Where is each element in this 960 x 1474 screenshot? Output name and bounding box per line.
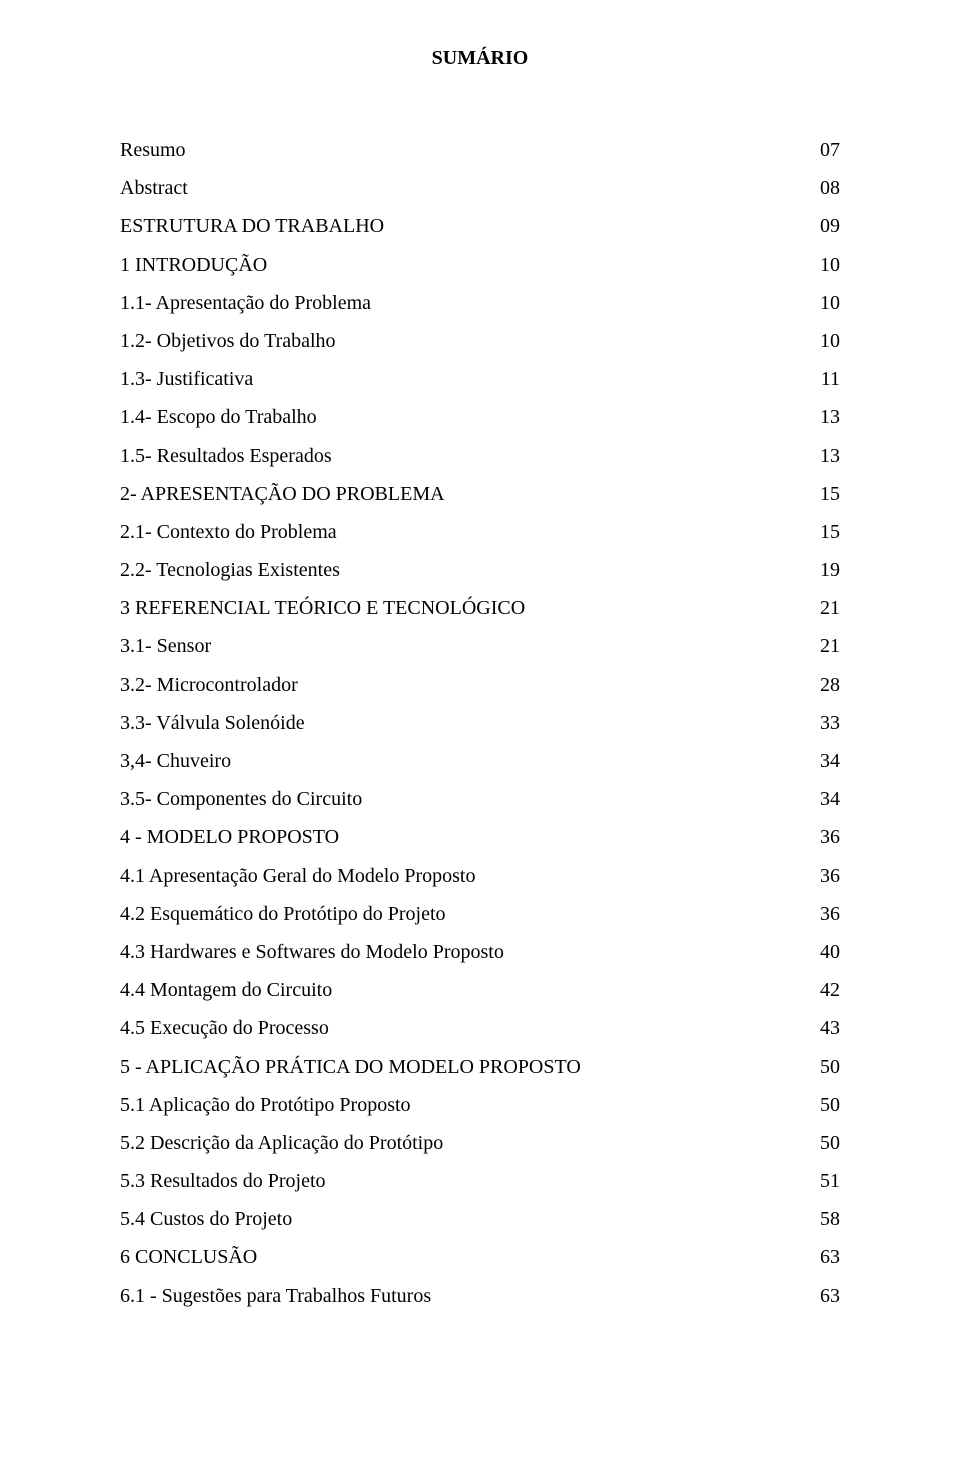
toc-entry-label: 2- APRESENTAÇÃO DO PROBLEMA [120,484,445,504]
toc-row: 3.1- Sensor 21 [120,636,840,656]
toc-entry-page: 40 [804,942,840,962]
toc-row: 3.2- Microcontrolador 28 [120,675,840,695]
toc-entry-label: 1.1- Apresentação do Problema [120,293,371,313]
toc-entry-label: 5.3 Resultados do Projeto [120,1171,326,1191]
toc-row: 1.1- Apresentação do Problema 10 [120,293,840,313]
toc-entry-page: 43 [804,1018,840,1038]
toc-entry-label: 3.5- Componentes do Circuito [120,789,362,809]
toc-row: 3,4- Chuveiro 34 [120,751,840,771]
toc-entry-page: 07 [804,140,840,160]
toc-entry-label: 4 - MODELO PROPOSTO [120,827,339,847]
toc-entry-label: 4.3 Hardwares e Softwares do Modelo Prop… [120,942,504,962]
toc-row: 1.5- Resultados Esperados 13 [120,446,840,466]
toc-row: 4.5 Execução do Processo 43 [120,1018,840,1038]
toc-row: 3.5- Componentes do Circuito 34 [120,789,840,809]
toc-row: 6.1 - Sugestões para Trabalhos Futuros 63 [120,1286,840,1306]
toc-entry-label: 3.3- Válvula Solenóide [120,713,305,733]
toc-entry-page: 33 [804,713,840,733]
toc-row: 5.2 Descrição da Aplicação do Protótipo 5… [120,1133,840,1153]
toc-entry-label: 1.4- Escopo do Trabalho [120,407,317,427]
toc-entry-page: 50 [804,1057,840,1077]
toc-entry-label: 4.5 Execução do Processo [120,1018,329,1038]
toc-row: 4.4 Montagem do Circuito 42 [120,980,840,1000]
toc-row: 5 - APLICAÇÃO PRÁTICA DO MODELO PROPOSTO… [120,1057,840,1077]
toc-entry-page: 21 [804,598,840,618]
toc-entry-label: 1.5- Resultados Esperados [120,446,332,466]
toc-entry-page: 51 [804,1171,840,1191]
toc-entry-page: 10 [804,293,840,313]
toc-entry-label: 5.2 Descrição da Aplicação do Protótipo [120,1133,443,1153]
toc-entry-label: 4.4 Montagem do Circuito [120,980,332,1000]
page-title: SUMÁRIO [120,48,840,68]
toc-entry-page: 09 [804,216,840,236]
toc-entry-page: 63 [804,1286,840,1306]
toc-entry-label: 1.2- Objetivos do Trabalho [120,331,336,351]
toc-entry-page: 58 [804,1209,840,1229]
toc-entry-label: 5 - APLICAÇÃO PRÁTICA DO MODELO PROPOSTO [120,1057,581,1077]
toc-entry-label: 4.1 Apresentação Geral do Modelo Propost… [120,866,475,886]
toc-entry-label: 4.2 Esquemático do Protótipo do Projeto [120,904,446,924]
toc-entry-label: 1.3- Justificativa [120,369,253,389]
toc-entry-page: 28 [804,675,840,695]
toc-row: 1.4- Escopo do Trabalho 13 [120,407,840,427]
toc-entry-label: 1 INTRODUÇÃO [120,255,267,275]
toc-row: Abstract 08 [120,178,840,198]
toc-entry-label: Abstract [120,178,188,198]
toc-entry-label: 5.4 Custos do Projeto [120,1209,292,1229]
toc-entry-page: 13 [804,407,840,427]
toc-entry-label: 6 CONCLUSÃO [120,1247,257,1267]
toc-entry-label: 3 REFERENCIAL TEÓRICO E TECNOLÓGICO [120,598,525,618]
toc-row: 1.2- Objetivos do Trabalho 10 [120,331,840,351]
toc-row: 2.1- Contexto do Problema 15 [120,522,840,542]
toc-entry-page: 13 [804,446,840,466]
toc-entry-label: Resumo [120,140,186,160]
toc-entry-page: 21 [804,636,840,656]
toc-row: 4.3 Hardwares e Softwares do Modelo Prop… [120,942,840,962]
toc-entry-page: 10 [804,331,840,351]
toc-row: ESTRUTURA DO TRABALHO 09 [120,216,840,236]
toc-entry-page: 08 [804,178,840,198]
toc-entry-page: 10 [804,255,840,275]
toc-entry-page: 63 [804,1247,840,1267]
toc-entry-label: 3.1- Sensor [120,636,211,656]
toc-row: 5.3 Resultados do Projeto 51 [120,1171,840,1191]
toc-entry-page: 36 [804,827,840,847]
toc-entry-label: 2.1- Contexto do Problema [120,522,337,542]
toc-list: Resumo 07 Abstract 08 ESTRUTURA DO TRABALHO 0… [120,140,840,1306]
toc-entry-label: ESTRUTURA DO TRABALHO [120,216,384,236]
toc-entry-page: 34 [804,751,840,771]
toc-entry-label: 5.1 Aplicação do Protótipo Proposto [120,1095,411,1115]
toc-entry-page: 34 [804,789,840,809]
toc-entry-label: 2.2- Tecnologias Existentes [120,560,340,580]
toc-row: 1.3- Justificativa 11 [120,369,840,389]
toc-entry-label: 3,4- Chuveiro [120,751,231,771]
toc-entry-page: 36 [804,904,840,924]
toc-entry-page: 11 [805,369,840,389]
toc-entry-page: 42 [804,980,840,1000]
toc-row: 5.1 Aplicação do Protótipo Proposto 50 [120,1095,840,1115]
toc-entry-page: 50 [804,1133,840,1153]
toc-row: 4.2 Esquemático do Protótipo do Projeto 3… [120,904,840,924]
toc-entry-page: 15 [804,522,840,542]
toc-row: 4.1 Apresentação Geral do Modelo Propost… [120,866,840,886]
toc-row: 3.3- Válvula Solenóide 33 [120,713,840,733]
toc-row: 1 INTRODUÇÃO 10 [120,255,840,275]
toc-row: Resumo 07 [120,140,840,160]
toc-entry-page: 50 [804,1095,840,1115]
document-page: SUMÁRIO Resumo 07 Abstract 08 ESTRUTURA DO T… [0,0,960,1474]
toc-entry-label: 3.2- Microcontrolador [120,675,298,695]
toc-row: 5.4 Custos do Projeto 58 [120,1209,840,1229]
toc-row: 2.2- Tecnologias Existentes 19 [120,560,840,580]
toc-entry-label: 6.1 - Sugestões para Trabalhos Futuros [120,1286,431,1306]
toc-row: 4 - MODELO PROPOSTO 36 [120,827,840,847]
toc-entry-page: 15 [804,484,840,504]
toc-row: 6 CONCLUSÃO 63 [120,1247,840,1267]
toc-entry-page: 36 [804,866,840,886]
toc-row: 2- APRESENTAÇÃO DO PROBLEMA 15 [120,484,840,504]
toc-entry-page: 19 [804,560,840,580]
toc-row: 3 REFERENCIAL TEÓRICO E TECNOLÓGICO 21 [120,598,840,618]
